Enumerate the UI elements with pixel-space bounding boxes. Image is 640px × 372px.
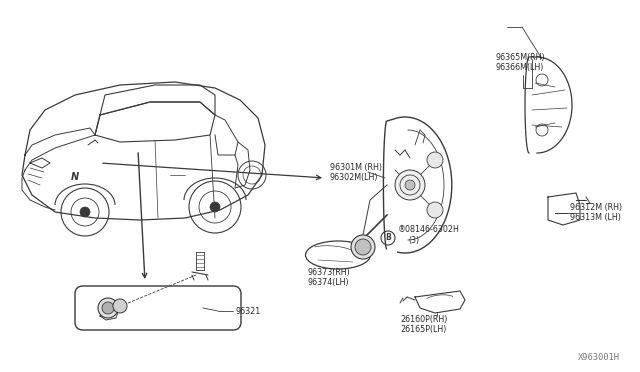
Circle shape <box>102 302 114 314</box>
Text: X963001H: X963001H <box>578 353 620 362</box>
Circle shape <box>427 202 443 218</box>
Circle shape <box>98 298 118 318</box>
Circle shape <box>395 170 425 200</box>
Circle shape <box>80 207 90 217</box>
Circle shape <box>427 152 443 168</box>
Circle shape <box>210 202 220 212</box>
Text: 96373(RH): 96373(RH) <box>308 268 351 277</box>
Circle shape <box>113 299 127 313</box>
Text: 96312M (RH): 96312M (RH) <box>570 203 622 212</box>
Circle shape <box>355 239 371 255</box>
Text: B: B <box>385 234 391 243</box>
Text: ®08146-6302H: ®08146-6302H <box>398 225 460 234</box>
Circle shape <box>351 235 375 259</box>
Text: 96365M(RH): 96365M(RH) <box>496 53 546 62</box>
Text: 96321: 96321 <box>235 307 260 315</box>
Text: 96313M (LH): 96313M (LH) <box>570 213 621 222</box>
Text: N: N <box>71 172 79 182</box>
Text: 26160P(RH): 26160P(RH) <box>400 315 447 324</box>
Text: 96366M(LH): 96366M(LH) <box>496 63 545 72</box>
Circle shape <box>405 180 415 190</box>
Text: 96374(LH): 96374(LH) <box>308 278 349 287</box>
Text: 96301M (RH): 96301M (RH) <box>330 163 382 172</box>
Text: 96302M(LH): 96302M(LH) <box>330 173 378 182</box>
Text: 26165P(LH): 26165P(LH) <box>400 325 446 334</box>
Text: (3): (3) <box>408 236 419 245</box>
